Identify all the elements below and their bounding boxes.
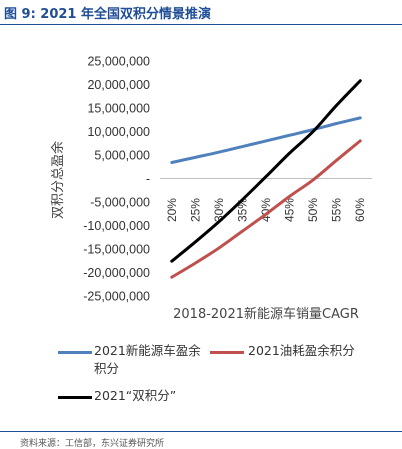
legend-label-series-3: 2021“双积分” xyxy=(94,388,177,403)
line-chart: 25,000,000 20,000,000 15,000,000 10,000,000… xyxy=(50,55,372,322)
y-tick-label: -20,000,000 xyxy=(83,266,150,280)
x-tick-label: 45% xyxy=(283,198,297,222)
series-line-2 xyxy=(170,139,362,279)
series-line-3 xyxy=(170,79,362,263)
x-tick-label: 55% xyxy=(330,198,344,222)
y-tick-label: -10,000,000 xyxy=(83,219,150,233)
y-tick-label: 15,000,000 xyxy=(87,102,150,116)
x-tick-label: 60% xyxy=(353,198,367,222)
series-line-1 xyxy=(170,116,362,165)
y-tick-label: 25,000,000 xyxy=(87,55,150,69)
legend-swatch-series-1 xyxy=(58,351,92,354)
title-divider xyxy=(0,24,402,25)
y-tick-label: -25,000,000 xyxy=(83,290,150,304)
x-axis-title: 2018-2021新能源车销量CAGR xyxy=(173,306,359,322)
footer-divider xyxy=(0,431,402,432)
y-tick-label: -15,000,000 xyxy=(83,243,150,257)
x-tick-label: 30% xyxy=(212,198,226,222)
legend-label-series-2: 2021油耗盈余积分 xyxy=(248,343,355,358)
figure-title: 图 9: 2021 年全国双积分情景推演 xyxy=(4,7,212,22)
y-tick-label: 20,000,000 xyxy=(87,78,150,92)
x-tick-label: 50% xyxy=(306,198,320,222)
y-tick-label: -5,000,000 xyxy=(90,196,150,210)
y-tick-label: - xyxy=(146,172,150,186)
y-axis-tick-labels: 25,000,000 20,000,000 15,000,000 10,000,000… xyxy=(83,55,150,304)
legend-swatch-series-2 xyxy=(210,351,244,354)
x-tick-label: 25% xyxy=(188,198,202,222)
x-axis-tick-labels: 20% 25% 30% 35% 40% 45% 50% 55% 60% xyxy=(165,198,367,222)
series-lines xyxy=(170,79,362,279)
y-axis-title: 双积分总盈余 xyxy=(50,141,66,219)
y-tick-label: 10,000,000 xyxy=(87,125,150,139)
y-tick-label: 5,000,000 xyxy=(94,149,150,163)
x-tick-label: 20% xyxy=(165,198,179,222)
legend-label-series-1: 2021新能源车盈余积分 xyxy=(94,343,201,376)
legend-swatch-series-3 xyxy=(58,396,92,399)
